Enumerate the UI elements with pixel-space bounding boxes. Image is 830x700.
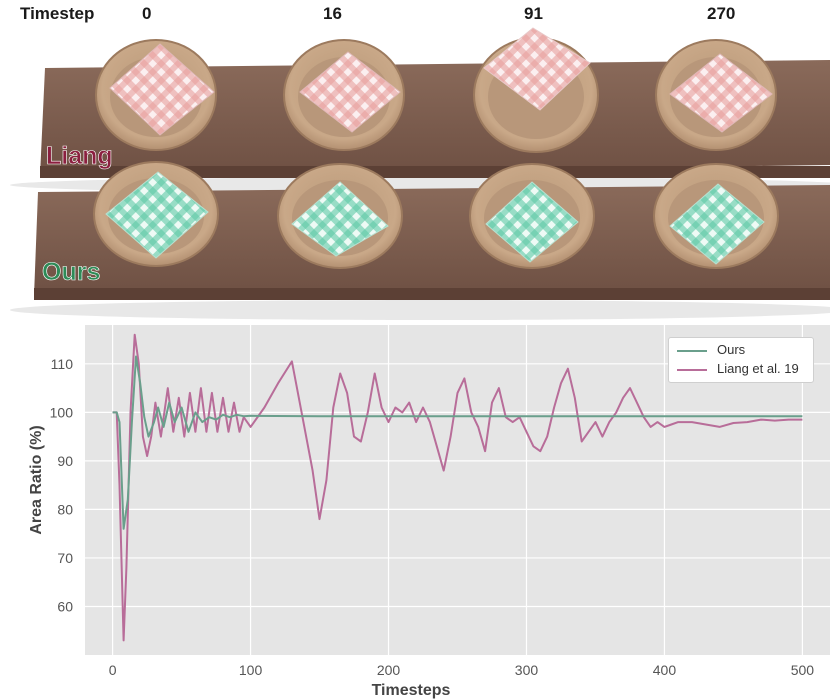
table-shadow xyxy=(10,300,830,320)
row-label-ours: Ours xyxy=(42,258,100,286)
y-tick-label: 110 xyxy=(51,356,74,372)
row-label-liang: Liang xyxy=(46,142,113,170)
timestep-corner-label: Timestep xyxy=(20,4,95,23)
timestep-header: Timestep 0 16 91 270 xyxy=(0,0,830,30)
y-tick-label: 90 xyxy=(57,453,73,469)
legend-label: Ours xyxy=(717,342,746,357)
series-line-liang xyxy=(112,333,803,642)
y-tick-label: 80 xyxy=(57,501,73,517)
cloth-liang-t91 xyxy=(483,27,591,111)
y-axis-ticks: 60 70 80 90 100 110 xyxy=(50,356,74,615)
x-axis-ticks: 0 100 200 300 400 500 xyxy=(109,662,815,678)
cloth-liang-t0 xyxy=(109,43,215,136)
x-axis-label: Timesteps xyxy=(372,682,451,699)
x-tick-label: 0 xyxy=(109,662,117,678)
timestep-label: 16 xyxy=(323,4,342,23)
cloth-ours-t270 xyxy=(669,183,765,265)
cloth-ours-t91 xyxy=(485,181,579,263)
cloth-ours-t16 xyxy=(291,181,389,257)
wooden-board-edge xyxy=(40,166,830,178)
wooden-board xyxy=(34,185,830,296)
wooden-board-edge xyxy=(34,288,830,300)
timestep-label: 0 xyxy=(142,4,152,23)
x-tick-label: 400 xyxy=(653,662,677,678)
series-line-ours xyxy=(112,355,803,530)
chart-legend: Ours Liang et al. 19 xyxy=(668,337,814,383)
timestep-label: 270 xyxy=(707,4,736,23)
x-tick-label: 200 xyxy=(377,662,401,678)
x-tick-label: 100 xyxy=(239,662,263,678)
wooden-board xyxy=(40,60,830,176)
x-tick-label: 300 xyxy=(515,662,539,678)
cloth-liang-t16 xyxy=(299,51,401,133)
y-tick-label: 70 xyxy=(57,550,73,566)
y-tick-label: 60 xyxy=(57,598,73,614)
series-lines xyxy=(112,333,803,642)
cloth-ours-t0 xyxy=(105,171,209,259)
legend-swatch xyxy=(677,350,707,352)
grid xyxy=(85,325,830,655)
timestep-label: 91 xyxy=(524,4,543,23)
x-tick-label: 500 xyxy=(791,662,815,678)
y-axis-label: Area Ratio (%) xyxy=(28,425,45,534)
cloth-liang-t270 xyxy=(669,53,773,133)
cloth-scene-illustration: Liang Ours xyxy=(10,27,830,320)
y-tick-label: 100 xyxy=(50,404,74,420)
legend-label: Liang et al. 19 xyxy=(717,361,799,376)
legend-swatch xyxy=(677,369,707,371)
